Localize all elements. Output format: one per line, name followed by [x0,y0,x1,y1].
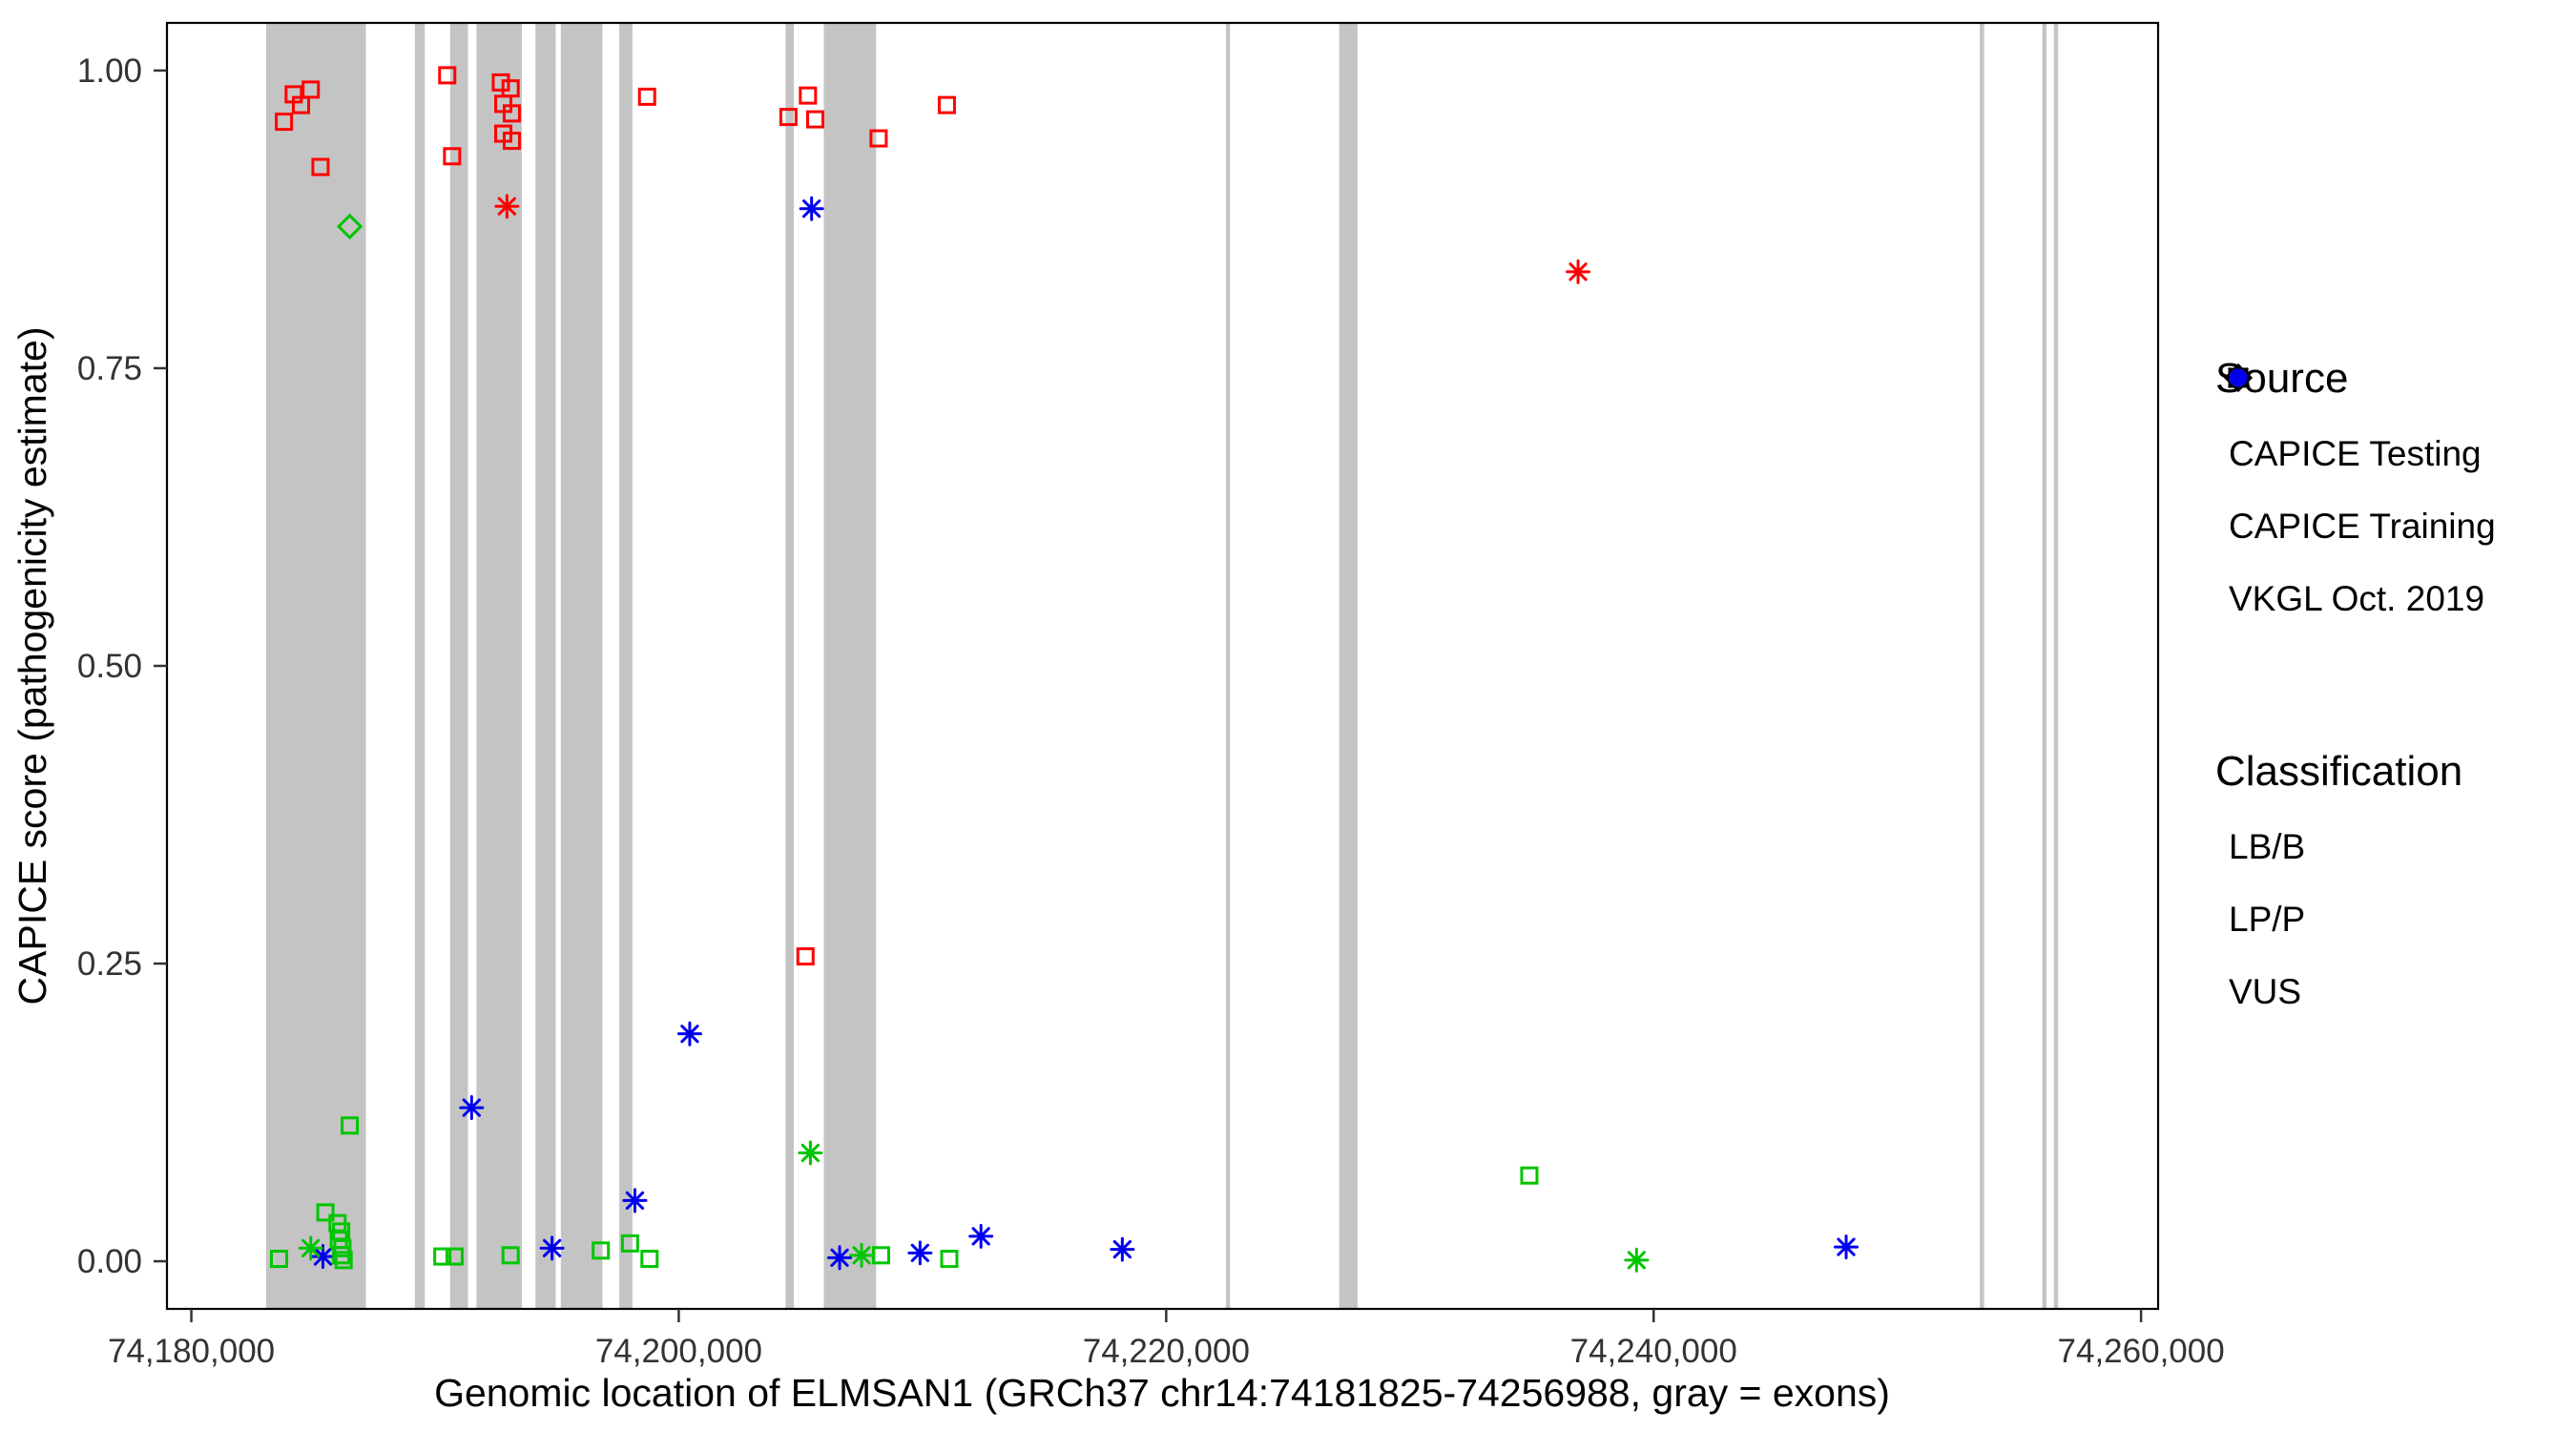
y-tick-label: 0.50 [77,648,142,685]
asterisk-marker [676,1021,702,1047]
square-marker [445,1247,464,1266]
square-marker [301,80,321,99]
legend: Source CAPICE Testing CAPICE Training VKGL… [2215,355,2496,1028]
y-tick-label: 0.25 [77,945,142,983]
legend-classification-items: LB/B LP/P VUS [2215,368,2496,1028]
square-marker [779,108,798,127]
square-marker [291,95,310,114]
x-tick-label: 74,240,000 [1570,1333,1737,1370]
square-marker [275,113,294,132]
square-marker [502,104,521,123]
asterisk-marker [1110,1236,1135,1262]
legend-item-classification: VUS [2215,368,2496,1028]
legend-label: LP/P [2229,900,2306,939]
square-marker [937,95,956,114]
legend-classification-group: Classification LB/B LP/P VUS [2215,368,2496,1028]
asterisk-marker [1566,259,1591,284]
legend-label: CAPICE Training [2229,507,2496,546]
square-marker [805,110,824,129]
asterisk-marker [494,194,520,219]
asterisk-marker [827,1245,853,1271]
exon-band [1225,23,1231,1309]
legend-item-source: VKGL Oct. 2019 [2215,363,2496,635]
x-tick-label: 74,260,000 [2058,1333,2225,1370]
square-marker [316,1203,335,1222]
asterisk-marker [1834,1234,1859,1260]
square-marker [796,947,815,966]
square-marker [443,147,462,166]
exon-band [785,23,795,1309]
exon-bands [265,23,2059,1309]
diamond-marker [336,213,364,240]
axes: 74,180,000 74,200,000 74,220,000 74,240,000… [77,21,2225,1370]
square-marker [270,1250,289,1269]
y-tick-label: 0.75 [77,350,142,387]
square-marker [637,87,656,106]
square-marker [592,1241,611,1260]
asterisk-marker [622,1188,648,1213]
data-points [270,66,1859,1273]
legend-item-source: CAPICE Training [2215,367,2496,563]
asterisk-marker [907,1240,933,1266]
square-marker [940,1250,959,1269]
legend-spacer [2215,635,2496,748]
legend-classification-title: Classification [2215,748,2463,795]
square-marker [501,1246,520,1265]
square-marker [334,1251,353,1270]
exon-band [535,23,556,1309]
asterisk-marker [1624,1247,1650,1273]
exon-band [414,23,426,1309]
square-marker [640,1250,659,1269]
exon-band [560,23,603,1309]
x-tick-label: 74,220,000 [1083,1333,1250,1370]
color-dot-icon [2229,368,2248,387]
exon-band [2053,23,2059,1309]
asterisk-marker [298,1235,323,1261]
asterisk-marker [310,1244,336,1270]
legend-item-classification: LB/B [2215,368,2496,883]
legend-label: VKGL Oct. 2019 [2229,579,2485,618]
square-marker [1520,1166,1539,1185]
asterisk-marker [459,1095,485,1121]
square-marker [620,1234,639,1253]
legend-label: LB/B [2229,827,2306,866]
legend-source-items: CAPICE Testing CAPICE Training VKGL Oct. 2… [2215,363,2496,635]
square-marker [502,132,521,151]
square-marker [438,66,457,85]
asterisk-marker [799,196,824,221]
exon-band [449,23,468,1309]
y-tick-label: 1.00 [77,52,142,90]
square-marker [491,73,510,92]
square-marker [332,1246,351,1265]
exon-band [1339,23,1358,1309]
asterisk-marker [968,1223,994,1249]
legend-item-source: CAPICE Testing [2215,363,2496,490]
square-marker [799,86,818,105]
exon-band [476,23,522,1309]
square-marker [433,1247,452,1266]
legend-label: CAPICE Testing [2229,434,2482,473]
exon-band [619,23,633,1309]
exon-band [1980,23,1984,1309]
asterisk-marker [539,1235,565,1261]
y-tick-label: 0.00 [77,1243,142,1280]
square-marker [341,1116,360,1135]
x-tick-label: 74,180,000 [108,1333,275,1370]
x-tick-label: 74,200,000 [595,1333,762,1370]
exon-band [823,23,877,1309]
legend-label: VUS [2229,972,2302,1011]
x-axis-title: Genomic location of ELMSAN1 (GRCh37 chr1… [434,1371,1890,1415]
asterisk-marker [849,1242,875,1268]
legend-item-classification: LP/P [2215,368,2496,956]
y-axis-title: CAPICE score (pathogenicity estimate) [10,327,54,1006]
exon-band [2042,23,2047,1309]
square-marker [311,157,330,176]
square-marker [869,129,888,148]
asterisk-marker [798,1140,823,1166]
